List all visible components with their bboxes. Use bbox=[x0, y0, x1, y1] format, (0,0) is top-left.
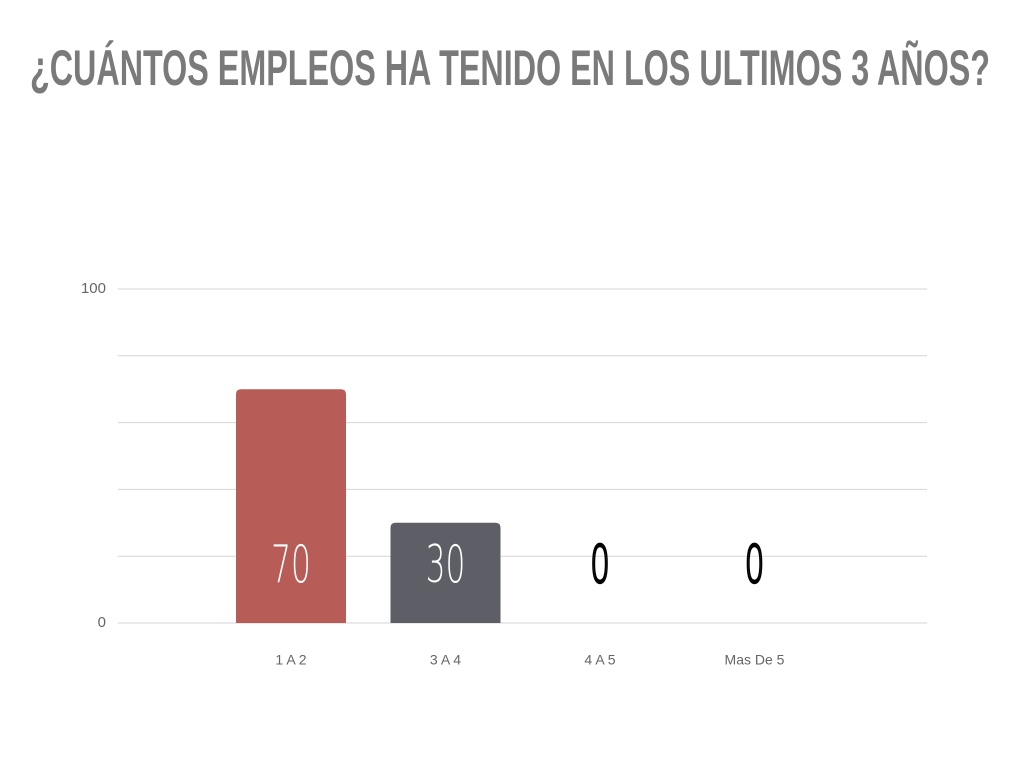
y-tick-label: 100 bbox=[81, 280, 106, 297]
value-label: 30 bbox=[426, 535, 466, 596]
x-tick-label: 3 A 4 bbox=[430, 652, 461, 668]
x-tick-label: 1 A 2 bbox=[275, 652, 306, 668]
value-label: 0 bbox=[590, 535, 610, 596]
y-tick-label: 0 bbox=[98, 614, 106, 631]
x-tick-label: 4 A 5 bbox=[584, 652, 615, 668]
x-tick-label: Mas De 5 bbox=[725, 652, 785, 668]
value-label: 70 bbox=[271, 535, 311, 596]
bar bbox=[236, 389, 346, 623]
bar bbox=[390, 522, 501, 623]
value-label: 0 bbox=[745, 535, 765, 596]
chart-title: ¿CUÁNTOS EMPLEOS HA TENIDO EN LOS ULTIMO… bbox=[30, 40, 990, 96]
